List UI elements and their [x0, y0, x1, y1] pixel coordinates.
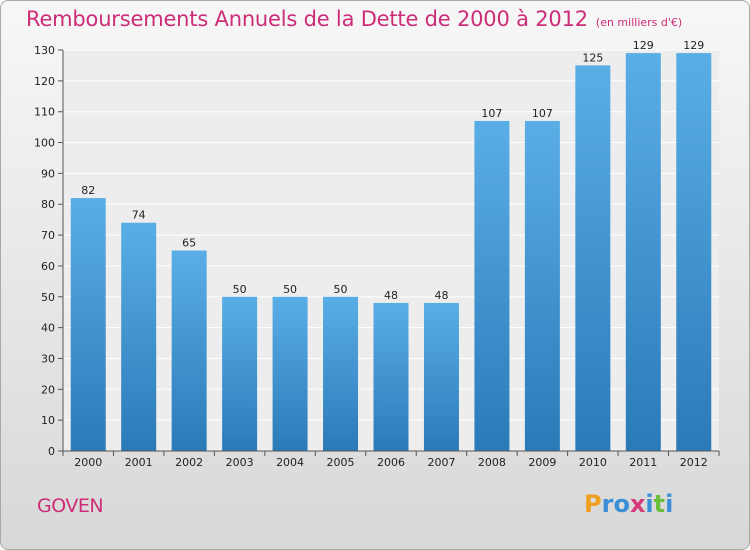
y-tick-label: 70 — [41, 229, 55, 242]
bar-value-label: 107 — [481, 107, 502, 120]
x-tick-label: 2008 — [478, 456, 506, 469]
chart-subtitle: (en milliers d'€) — [595, 16, 683, 29]
logo-letter: x — [629, 490, 646, 518]
bar-value-label: 50 — [283, 283, 297, 296]
bar — [272, 296, 308, 451]
chart-title-group: Remboursements Annuels de la Dette de 20… — [26, 7, 682, 31]
bar — [676, 53, 712, 451]
x-tick-label: 2002 — [175, 456, 203, 469]
proxiti-logo[interactable]: Proxiti — [584, 490, 673, 518]
x-tick-label: 2000 — [74, 456, 102, 469]
bar-value-label: 65 — [182, 237, 196, 250]
x-tick-label: 2007 — [427, 456, 455, 469]
bar — [474, 120, 510, 451]
x-tick-label: 2003 — [226, 456, 254, 469]
x-tick-label: 2006 — [377, 456, 405, 469]
bar — [524, 120, 560, 451]
y-tick-label: 110 — [34, 106, 55, 119]
y-tick-label: 60 — [41, 260, 55, 273]
bar-value-label: 48 — [434, 289, 448, 302]
bar — [171, 250, 207, 451]
bar — [121, 222, 157, 451]
y-tick-label: 10 — [41, 414, 55, 427]
bar — [323, 296, 359, 451]
y-tick-label: 0 — [48, 445, 55, 458]
x-tick-label: 2009 — [528, 456, 556, 469]
y-tick-label: 40 — [41, 322, 55, 335]
bar-value-label: 125 — [582, 51, 603, 64]
chart-title: Remboursements Annuels de la Dette de 20… — [26, 7, 588, 31]
x-tick-label: 2012 — [680, 456, 708, 469]
bar-value-label: 129 — [633, 39, 654, 52]
y-tick-label: 80 — [41, 198, 55, 211]
bar — [222, 296, 258, 451]
bar-value-label: 48 — [384, 289, 398, 302]
logo-letter: i — [665, 490, 674, 518]
place-name: GOVEN — [37, 495, 104, 517]
bar-value-label: 129 — [683, 39, 704, 52]
bar — [70, 198, 106, 451]
logo-letter: o — [613, 490, 630, 518]
y-tick-label: 30 — [41, 352, 55, 365]
y-tick-label: 50 — [41, 291, 55, 304]
bar-value-label: 107 — [532, 107, 553, 120]
logo-letter: t — [653, 490, 666, 518]
y-tick-label: 120 — [34, 75, 55, 88]
bar — [625, 53, 661, 451]
bar — [373, 302, 409, 451]
y-tick-label: 100 — [34, 137, 55, 150]
logo-letter: P — [584, 490, 602, 518]
bar — [423, 302, 459, 451]
y-tick-label: 130 — [34, 44, 55, 57]
logo-letter: i — [645, 490, 654, 518]
logo-letter: r — [601, 490, 614, 518]
x-tick-label: 2010 — [579, 456, 607, 469]
bar-value-label: 82 — [81, 184, 95, 197]
x-tick-label: 2001 — [125, 456, 153, 469]
bar — [575, 65, 611, 451]
bar-value-label: 74 — [132, 209, 146, 222]
bar-value-label: 50 — [233, 283, 247, 296]
y-tick-label: 90 — [41, 167, 55, 180]
x-tick-label: 2011 — [629, 456, 657, 469]
x-tick-label: 2004 — [276, 456, 304, 469]
y-tick-label: 20 — [41, 383, 55, 396]
bar-value-label: 50 — [334, 283, 348, 296]
x-tick-label: 2005 — [327, 456, 355, 469]
